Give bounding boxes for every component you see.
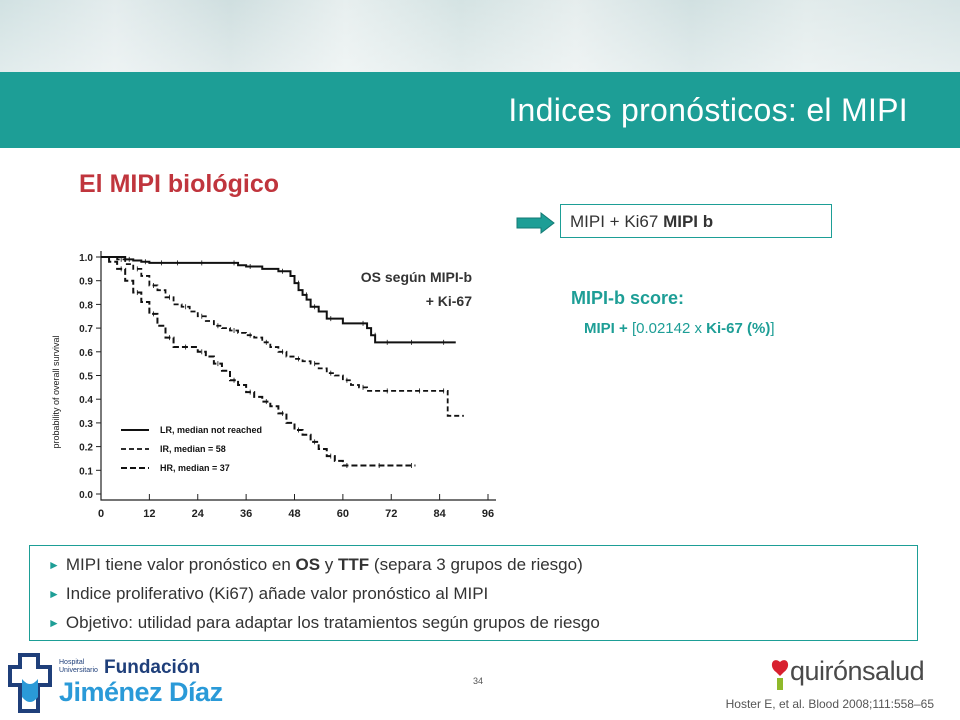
y-tick-label: 0.5 [79,372,93,383]
bullet-marker-icon: ► [48,616,60,630]
right-arrow-icon [516,212,555,234]
title-band [0,72,960,148]
y-tick-label: 0.2 [79,443,93,454]
chart-title-line2: + Ki-67 [426,293,473,309]
bullet-1-text-c: (separa 3 grupos de riesgo) [369,555,583,574]
chart-background [50,243,502,533]
key-points-box: ► MIPI tiene valor pronóstico en OS y TTF… [29,545,918,641]
logo-fundacion-text: Fundación [104,657,201,678]
x-tick-label: 24 [192,508,205,520]
series-line-hr [101,256,416,467]
score-formula-ki67: Ki-67 (%) [706,320,771,337]
y-tick-label: 1.0 [79,253,93,264]
x-tick-label: 12 [143,508,155,520]
quironsalud-logo: quirónsalud [770,656,940,694]
x-tick-label: 84 [434,508,447,520]
bullet-2-text: Indice proliferativo (Ki67) añade valor … [65,584,489,603]
bullet-1-os: OS [295,555,321,574]
y-tick-label: 0.3 [79,419,93,430]
y-axis-label: probability of overall survival [51,335,61,448]
x-tick-label: 48 [288,508,300,520]
y-tick-label: 0.7 [79,324,93,335]
x-tick-label: 36 [240,508,252,520]
citation: Hoster E, et al. Blood 2008;111:558–65 [725,697,934,711]
y-tick-label: 0.6 [79,348,93,359]
logo-jimenez-diaz-text: Jiménez Díaz [59,677,223,707]
bullet-1: ► MIPI tiene valor pronóstico en OS y TTF… [48,551,917,580]
y-tick-label: 0.0 [79,490,93,501]
score-formula-coef: [0.02142 x [631,320,707,337]
bullet-marker-icon: ► [48,558,60,572]
bullet-3-text: Objetivo: utilidad para adaptar los trat… [65,613,600,632]
x-tick-label: 0 [98,508,104,520]
series-line-lr [101,256,456,344]
survival-chart: 0.0 0.1 0.2 0.3 0.4 0.5 0.6 0.7 0.8 0.9 1.0 0 12 24 36… [50,243,502,533]
section-heading: El MIPI biológico [79,170,279,198]
fundacion-jimenez-diaz-logo: Hospital Universitario Fundación Jiménez… [8,651,248,715]
legend-label: HR, median = 37 [160,463,230,473]
bullet-1-ttf: TTF [338,555,370,574]
logo-universitario-text: Universitario [59,667,98,674]
score-label: MIPI-b score: [571,288,685,308]
bullet-2: ► Indice proliferativo (Ki67) añade valor… [48,580,917,609]
slide-title: Indices pronósticos: el MIPI [508,92,908,128]
y-tick-label: 0.9 [79,277,93,288]
bullet-1-text-a: MIPI tiene valor pronóstico en [65,555,296,574]
header-photo-strip [0,0,960,72]
quironsalud-wordmark: quirónsalud [790,656,925,686]
bullet-1-text-b: y [320,555,339,574]
formula-prefix: MIPI + Ki67 [570,212,664,231]
x-tick-label: 96 [482,508,494,520]
bullet-3: ► Objetivo: utilidad para adaptar los tra… [48,609,917,638]
formula-box: MIPI + Ki67 MIPI b [560,204,832,238]
y-tick-label: 0.4 [79,395,93,406]
x-tick-label: 72 [385,508,397,520]
page-number: 34 [473,676,484,686]
logo-hospital-text: Hospital [59,659,85,666]
x-tick-label: 60 [337,508,349,520]
legend-label: LR, median not reached [160,425,262,435]
y-tick-label: 0.1 [79,466,93,477]
quironsalud-heart-icon [771,660,789,690]
chart-title-line1: OS según MIPI-b [361,269,472,285]
legend-label: IR, median = 58 [160,444,226,454]
formula-result: MIPI b [663,212,714,231]
y-tick-label: 0.8 [79,300,93,311]
hospital-cross-icon [8,653,52,713]
score-formula-mipi: MIPI + [584,320,632,337]
series-line-ir [101,256,464,417]
score-formula: MIPI + [0.02142 x Ki-67 (%)] [584,320,775,337]
photo-strip-overlay [0,0,960,72]
score-formula-close: ] [770,320,775,337]
bullet-marker-icon: ► [48,587,60,601]
